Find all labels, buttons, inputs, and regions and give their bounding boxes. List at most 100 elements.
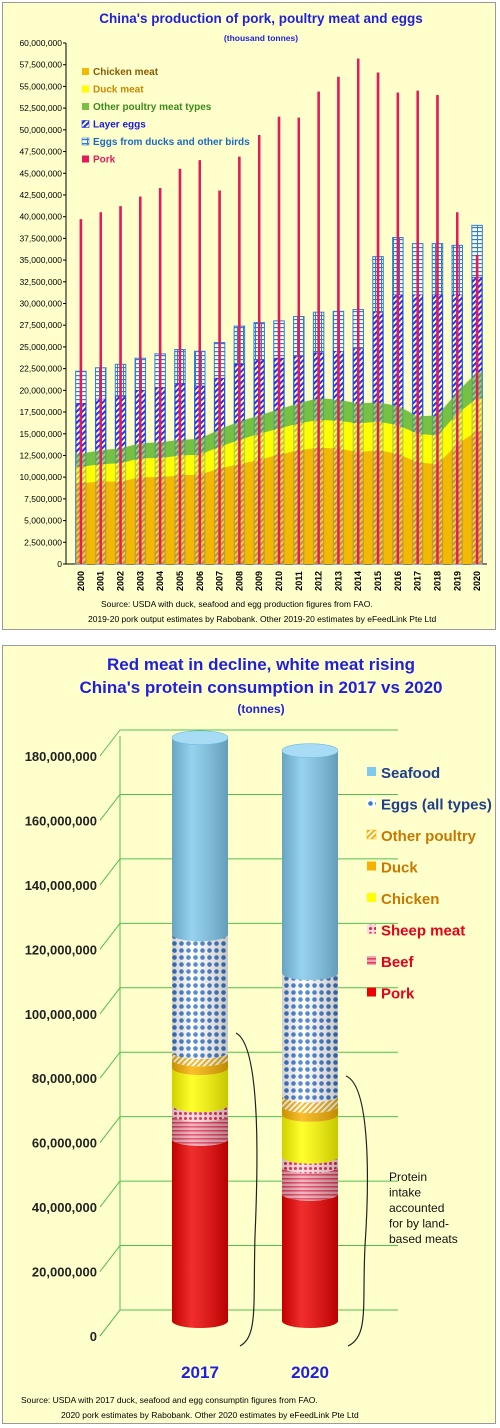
y-tick-label: 12,500,000 <box>19 450 62 460</box>
brace-2017 <box>235 1032 258 1347</box>
legend-swatch <box>82 85 89 93</box>
bar-pork-top <box>297 117 301 564</box>
x-tick-label: 2007 <box>215 571 225 591</box>
annotation-line: for by land- <box>389 1217 449 1231</box>
y-tick-label: 5,000,000 <box>24 516 62 526</box>
segment-shade <box>172 1114 228 1146</box>
y-tick-label: 42,500,000 <box>19 190 62 200</box>
legend-label: Eggs from ducks and other birds <box>93 137 250 148</box>
legend-swatch <box>81 137 90 146</box>
legend-swatch <box>81 120 90 128</box>
brace-2020 <box>345 1075 368 1347</box>
chart-title-line-1: Red meat in decline, white meat rising <box>107 655 415 674</box>
segment-shade <box>172 934 228 1059</box>
bar-pork-top <box>178 168 182 565</box>
legend-label: Duck meat <box>93 85 144 96</box>
segment-shade <box>282 1106 338 1122</box>
gridline-diagonal <box>99 1309 121 1337</box>
bar-pork-top <box>396 92 400 565</box>
y-tick-label: 35,000,000 <box>19 255 62 265</box>
x-tick-label: 2016 <box>393 571 403 591</box>
segment-shade <box>172 1068 228 1113</box>
bar-pork-top <box>238 156 241 565</box>
y-tick-label: 30,000,000 <box>19 299 62 309</box>
source-line-1: Source: USDA with duck, seafood and egg … <box>101 599 373 609</box>
production-chart-panel: China's production of pork, poultry meat… <box>2 2 496 630</box>
legend-label: Other poultry meat types <box>93 102 212 113</box>
bar-pork-top <box>376 72 380 565</box>
x-tick-label: 2004 <box>155 571 165 591</box>
annotation-line: Protein <box>389 1170 427 1184</box>
legend-swatch <box>82 103 89 110</box>
segment-shade <box>282 750 338 980</box>
bar-pork-top <box>317 91 320 565</box>
y-tick-label: 80,000,000 <box>32 1071 97 1086</box>
x-tick-label: 2015 <box>373 571 383 591</box>
y-tick-label: 15,000,000 <box>19 429 62 439</box>
legend-swatch <box>366 829 377 840</box>
x-tick-label: 2020 <box>472 571 482 591</box>
segment-shade <box>172 1051 228 1067</box>
bar-pork-top <box>277 116 281 564</box>
bar-pork-top <box>357 58 360 564</box>
segment-shade <box>172 1138 228 1328</box>
y-tick-label: 140,000,000 <box>25 878 97 893</box>
legend-label: Eggs (all types) <box>381 797 492 814</box>
legend-label: Chicken meat <box>93 67 159 78</box>
chart-title: China's production of pork, poultry meat… <box>99 11 422 26</box>
gridline-diagonal <box>99 858 121 886</box>
segment-shade <box>282 973 338 1103</box>
legend-label: Sheep meat <box>381 923 465 940</box>
cylinder-top <box>281 743 339 758</box>
x-tick-label: 2009 <box>254 571 264 591</box>
bar-pork-top <box>218 190 221 564</box>
bar-pork-top <box>475 254 479 564</box>
legend-swatch <box>82 155 89 163</box>
y-tick-label: 20,000,000 <box>32 1265 97 1280</box>
y-tick-label: 0 <box>57 559 62 569</box>
x-tick-label: 2010 <box>274 571 284 591</box>
legend-swatch <box>367 861 376 871</box>
gridline-diagonal <box>99 923 121 950</box>
bar-pork-top <box>257 135 261 564</box>
cylinder-2020 <box>281 743 339 1328</box>
gridline-diagonal <box>99 1180 121 1208</box>
y-tick-label: 0 <box>90 1329 97 1344</box>
x-tick-label: 2003 <box>135 571 145 591</box>
bar-pork-top <box>337 76 340 565</box>
chart-subtitle: (tonnes) <box>237 702 284 716</box>
x-tick-label: 2001 <box>96 571 106 591</box>
segment-shade <box>172 737 228 942</box>
x-tick-label: 2002 <box>116 571 126 591</box>
y-tick-label: 100,000,000 <box>25 1007 97 1022</box>
bar-pork-top <box>198 160 201 564</box>
y-tick-label: 55,000,000 <box>19 81 62 91</box>
annotation-line: accounted <box>389 1201 444 1215</box>
x-tick-label: 2018 <box>432 571 442 591</box>
y-tick-label: 57,500,000 <box>19 60 62 70</box>
y-tick-label: 160,000,000 <box>25 813 97 828</box>
y-tick-label: 7,500,000 <box>24 494 62 504</box>
x-tick-label: 2005 <box>175 571 185 591</box>
gridline-diagonal <box>99 1116 121 1143</box>
legend-label: Layer eggs <box>93 120 146 131</box>
legend-swatch <box>367 924 376 934</box>
y-tick-label: 120,000,000 <box>25 942 97 957</box>
x-tick-label: 2013 <box>333 571 343 591</box>
y-tick-label: 180,000,000 <box>25 749 97 764</box>
bar-pork-top <box>436 95 439 564</box>
source-line-2: 2019-20 pork output estimates by Raboban… <box>88 614 437 624</box>
bar-pork-top <box>99 212 102 564</box>
x-tick-label: 2014 <box>353 571 363 591</box>
y-tick-label: 60,000,000 <box>19 38 62 48</box>
bar-pork-top <box>416 90 419 564</box>
y-tick-label: 17,500,000 <box>19 407 62 417</box>
y-tick-label: 60,000,000 <box>32 1136 97 1151</box>
legend-label: Chicken <box>381 891 439 908</box>
segment-shade <box>172 1059 228 1076</box>
y-tick-label: 47,500,000 <box>19 147 62 157</box>
bar-pork-top <box>456 212 459 564</box>
gridline-diagonal <box>99 987 121 1015</box>
x-category-label: 2020 <box>291 1363 329 1382</box>
gridline-diagonal <box>99 1051 121 1079</box>
